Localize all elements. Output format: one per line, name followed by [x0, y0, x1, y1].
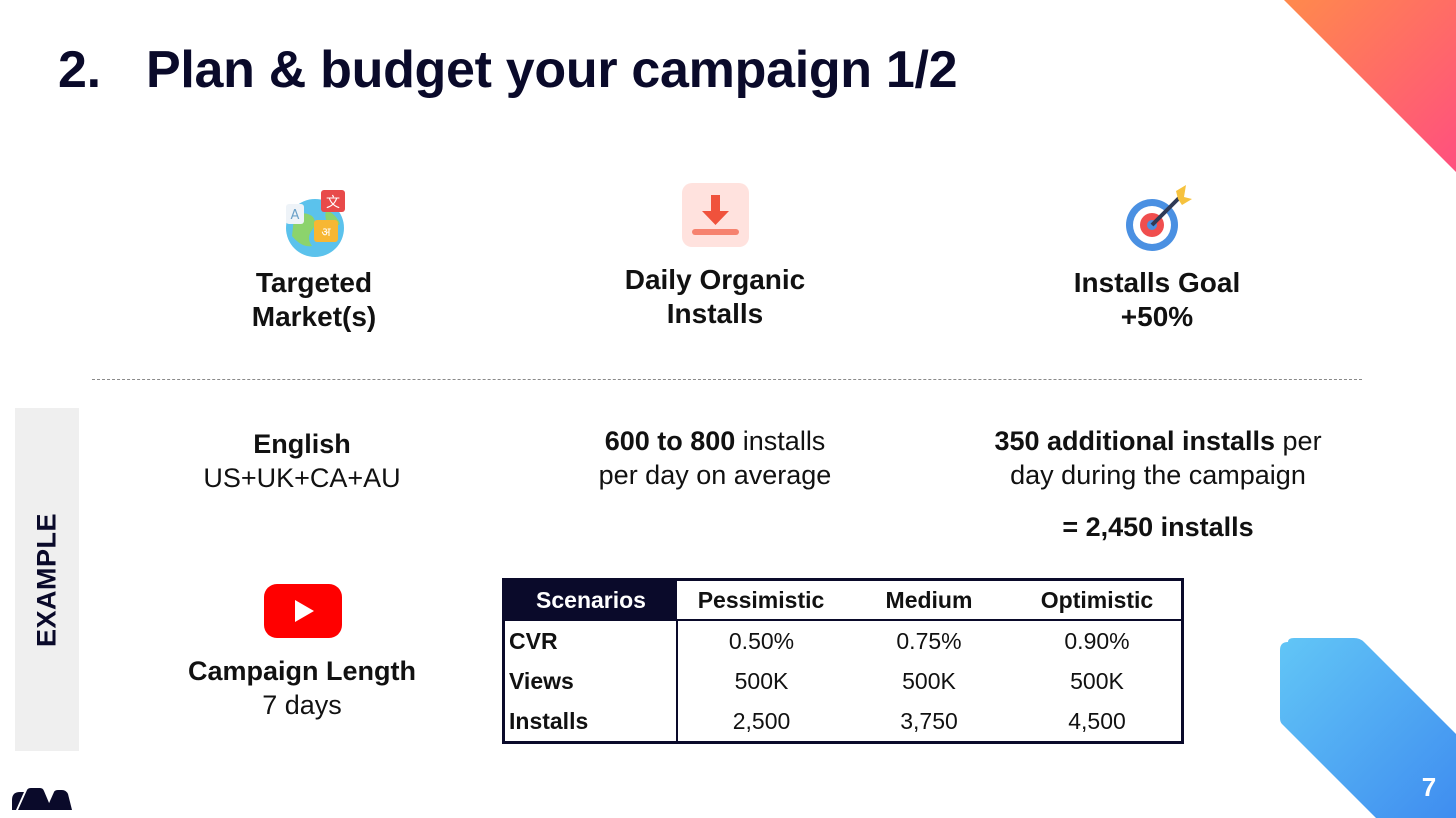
scenarios-table: Scenarios Pessimistic Medium Optimistic …	[502, 578, 1184, 744]
header-pessimistic: Pessimistic	[677, 579, 845, 621]
campaign-length: Campaign Length 7 days	[188, 656, 416, 720]
page-number: 7	[1421, 772, 1437, 802]
example-band	[15, 408, 79, 751]
download-icon	[682, 183, 749, 247]
table-cell: 500K	[902, 667, 956, 694]
youtube-icon	[264, 584, 342, 638]
table-cell: 500K	[1070, 667, 1124, 694]
table-cell: 500K	[734, 667, 789, 694]
svg-text:A: A	[291, 208, 300, 223]
table-cell: 2,500	[732, 707, 791, 734]
row-label: Installs	[503, 701, 678, 743]
corner-decoration-top	[1284, 0, 1456, 172]
table-cell: 3,750	[900, 707, 958, 734]
table-row: CVR 0.50% 0.75% 0.90%	[503, 620, 1183, 661]
table-row: Views 500K 500K 500K	[503, 661, 1183, 701]
header-optimistic: Optimistic	[1013, 579, 1183, 621]
installs-total: = 2,450 installs	[1062, 512, 1254, 542]
table-cell: 0.50%	[728, 627, 795, 654]
daily-organic-installs-label: Daily Organic Installs	[624, 264, 806, 329]
row-label: CVR	[503, 620, 678, 661]
table-cell: 0.75%	[896, 627, 962, 654]
installs-goal-example: 350 additional installs per day during th…	[994, 426, 1322, 490]
title-text: Plan & budget your campaign 1/2	[146, 41, 958, 99]
row-label: Views	[503, 661, 678, 701]
globe-translate-icon: A 文 अ	[282, 188, 352, 258]
targeted-markets-label: Targeted Market(s)	[251, 267, 377, 332]
organic-installs-example: 600 to 800 installs per day on average	[598, 426, 832, 490]
table-header-row: Scenarios Pessimistic Medium Optimistic	[503, 579, 1183, 621]
example-label: EXAMPLE	[31, 512, 62, 648]
target-icon	[1122, 183, 1194, 253]
dashed-divider	[92, 379, 1362, 380]
corner-decoration-bottom	[1280, 638, 1456, 818]
slide-title: 2. Plan & budget your campaign 1/2	[58, 40, 958, 100]
market-example: English US+UK+CA+AU	[203, 429, 401, 493]
header-medium: Medium	[845, 579, 1013, 621]
brand-logo	[12, 788, 72, 810]
table-cell: 4,500	[1068, 707, 1126, 734]
table-row: Installs 2,500 3,750 4,500	[503, 701, 1183, 743]
title-number: 2.	[58, 41, 101, 99]
table-cell: 0.90%	[1064, 627, 1130, 654]
header-scenarios: Scenarios	[503, 579, 677, 621]
svg-text:文: 文	[326, 195, 340, 211]
installs-goal-label: Installs Goal +50%	[1073, 267, 1241, 332]
svg-text:अ: अ	[321, 225, 331, 239]
